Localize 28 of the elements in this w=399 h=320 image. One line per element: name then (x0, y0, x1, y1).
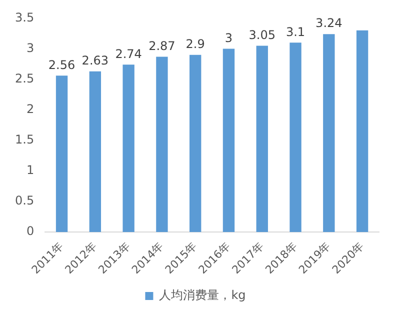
data-label: 3.05 (248, 28, 276, 42)
data-label: 2.56 (48, 58, 76, 72)
y-tick-label: 2 (26, 102, 34, 116)
data-label: 2.63 (82, 53, 109, 68)
bar (356, 30, 368, 232)
bar (323, 34, 335, 232)
data-label: 2.9 (186, 36, 205, 51)
bar (89, 71, 102, 232)
bar (222, 48, 235, 232)
bar (156, 56, 168, 232)
y-tick-label: 1 (26, 163, 34, 178)
bar (190, 54, 202, 232)
data-label: 2.87 (148, 38, 176, 53)
y-tick-label: 0 (26, 224, 34, 238)
y-tick-label: 1.5 (14, 132, 34, 147)
y-tick-label: 0.5 (14, 194, 34, 208)
data-label: 3 (224, 30, 233, 45)
data-label: 3.1 (286, 24, 306, 39)
data-label: 3.24 (316, 16, 342, 30)
y-tick-label: 2.5 (14, 71, 34, 86)
y-tick-label: 3 (26, 40, 34, 55)
data-label: 2.74 (115, 46, 142, 61)
bar (256, 46, 268, 232)
legend-label: 人均消费量，kg (159, 288, 246, 302)
y-tick-label: 3.5 (14, 10, 34, 24)
bar (122, 64, 134, 232)
bar (56, 76, 68, 232)
bar (290, 42, 302, 232)
